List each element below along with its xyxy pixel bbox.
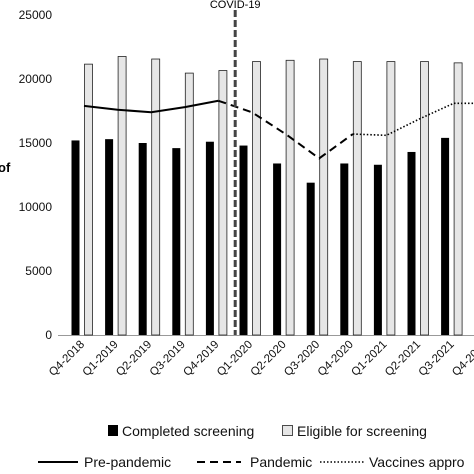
x-tick-label: Q1-2021: [349, 339, 389, 379]
bar-completed-screening: [273, 163, 282, 335]
covid-label: COVID-19: [210, 0, 261, 11]
y-tick-label: 0: [45, 328, 52, 342]
bar-completed-screening: [373, 164, 382, 335]
legend-swatch-completed: [108, 425, 118, 436]
trend-line-vaccines-appro: [352, 102, 474, 137]
x-tick-label: Q4-2018: [47, 339, 87, 379]
y-tick-label: 10000: [19, 200, 53, 214]
x-tick-label: Q3-2020: [282, 339, 322, 379]
bar-eligible-screening: [84, 63, 93, 336]
bar-completed-screening: [172, 148, 181, 335]
legend-label-trend: Vaccines appro: [369, 454, 465, 470]
legend-label-trend: Pandemic: [250, 454, 312, 470]
bar-eligible-screening: [218, 70, 228, 336]
x-tick-label: Q3-2019: [148, 339, 188, 379]
y-tick-label: 25000: [19, 8, 53, 22]
bar-completed-screening: [306, 182, 315, 335]
bar-eligible-screening: [252, 61, 261, 336]
bar-eligible-screening: [352, 61, 362, 336]
legend: Completed screening Eligible for screenin…: [38, 423, 465, 470]
x-tick-label: Q4-2019: [181, 339, 221, 379]
trend-line-pre-pandemic: [83, 99, 219, 114]
x-tick-label: Q1-2020: [215, 339, 255, 379]
bar-eligible-screening: [319, 58, 329, 336]
x-tick-label: Q2-2020: [249, 339, 289, 379]
trend-lines: [83, 99, 474, 160]
bar-completed-screening: [71, 140, 80, 335]
y-tick-label: 5000: [25, 264, 52, 278]
bar-eligible-screening: [117, 56, 127, 336]
bar-completed-screening: [340, 163, 349, 335]
y-tick-label: 20000: [19, 72, 53, 86]
y-tick-label: 15000: [19, 136, 53, 150]
legend-label-trend: Pre-pandemic: [84, 454, 171, 470]
bar-completed-screening: [138, 143, 147, 335]
trend-line-pandemic: [218, 99, 354, 160]
x-tick-label: Q2-2019: [114, 339, 154, 379]
legend-label-eligible: Eligible for screening: [297, 423, 427, 439]
bar-completed-screening: [441, 137, 450, 335]
bar-eligible-screening: [420, 61, 429, 336]
bar-eligible-screening: [453, 62, 463, 336]
bar-completed-screening: [407, 151, 416, 335]
x-tick-label: Q3-2021: [417, 339, 457, 379]
bar-completed-screening: [239, 145, 248, 335]
bar-completed-screening: [105, 139, 114, 335]
bar-eligible-screening: [386, 61, 396, 336]
legend-label-completed: Completed screening: [122, 423, 254, 439]
x-tick-label: Q4-2020: [316, 339, 356, 379]
bar-eligible-screening: [151, 58, 161, 336]
x-tick-labels: Q4-2018Q1-2019Q2-2019Q3-2019Q4-2019Q1-20…: [47, 339, 474, 379]
bar-completed-screening: [205, 141, 214, 335]
x-tick-label: Q1-2019: [81, 339, 121, 379]
bar-eligible-screening: [285, 59, 295, 336]
bar-series: [71, 56, 463, 336]
covid-annotation: COVID-19: [210, 0, 261, 335]
bar-eligible-screening: [184, 72, 194, 336]
legend-swatch-eligible: [282, 425, 293, 436]
y-tick-labels: 0 5000 10000 15000 20000 25000: [19, 8, 53, 342]
y-axis-label: of: [0, 160, 11, 175]
x-tick-label: Q2-2021: [383, 339, 423, 379]
